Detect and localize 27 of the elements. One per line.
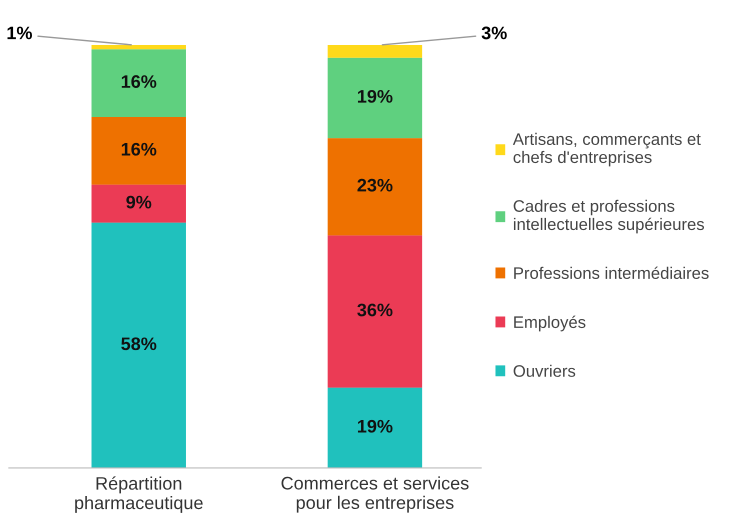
legend-label: Artisans, commerçants et chefs d'entreprises — [512, 132, 701, 166]
data-label: 19% — [358, 90, 392, 103]
bar — [328, 45, 422, 58]
annotation: 3% — [482, 26, 507, 40]
legend-label: Ouvriers — [514, 364, 576, 377]
x-tick-label: Commerces et services pour les entreprises — [282, 476, 469, 513]
data-label: 9% — [126, 196, 152, 208]
bar — [92, 116, 186, 185]
bar — [328, 58, 422, 138]
data-label: 36% — [357, 304, 392, 316]
legend-label: Employés — [514, 316, 586, 332]
data-label: 16% — [122, 75, 156, 88]
data-label: 16% — [122, 142, 156, 156]
bar — [328, 388, 422, 468]
bar — [92, 45, 186, 50]
bar — [92, 222, 186, 468]
x-tick-label: Répartition pharmaceutique — [75, 476, 203, 513]
data-label: 19% — [358, 420, 392, 433]
data-label: 58% — [121, 337, 156, 350]
annotation: 1% — [8, 26, 32, 40]
data-label: 23% — [357, 178, 392, 192]
legend-label: Cadres et professions intellectuelles supérieures — [514, 200, 704, 234]
bar — [92, 184, 186, 223]
bar — [328, 138, 422, 236]
bar — [328, 235, 422, 388]
bar — [92, 49, 186, 117]
legend-label: Professions intermédiaires — [514, 266, 709, 279]
